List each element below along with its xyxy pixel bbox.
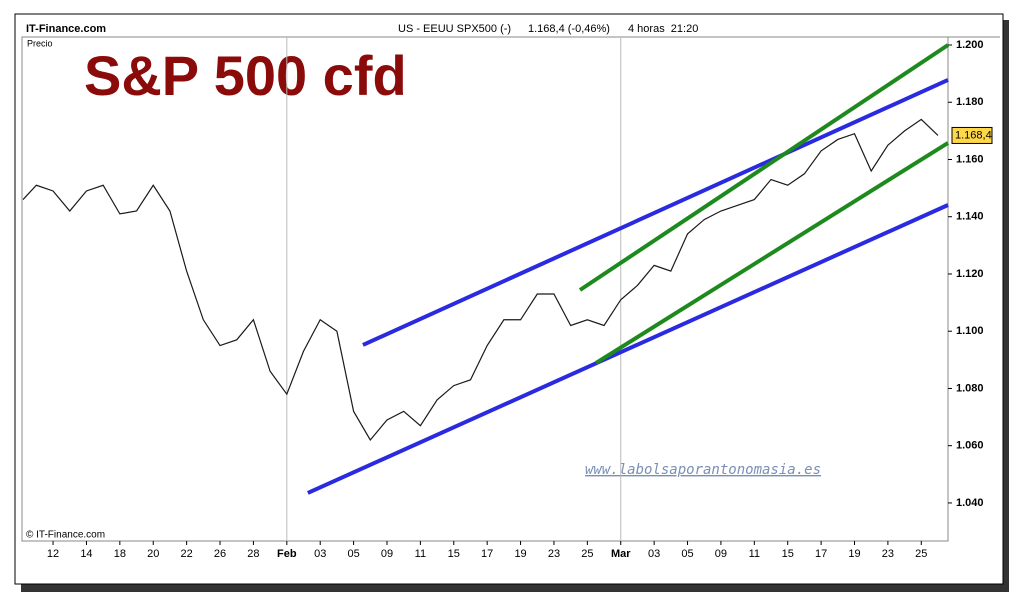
watermark: www.labolsaporantonomasia.es <box>585 462 821 478</box>
last-price-tag <box>951 126 993 144</box>
x-tick-label: 14 <box>80 548 92 560</box>
trend-line <box>307 203 949 495</box>
x-tick-label: Mar <box>611 548 631 560</box>
y-tick-label: 1.180 <box>956 96 984 108</box>
site: IT-Finance.com <box>26 23 106 35</box>
x-tick-label: 03 <box>648 548 660 560</box>
y-tick-label: 1.060 <box>956 440 984 452</box>
x-tick-label: 22 <box>181 548 193 560</box>
x-tick-label: 11 <box>749 548 760 560</box>
quote: 1.168,4 (-0,46%) <box>528 23 610 35</box>
y-tick-label: 1.120 <box>956 268 984 280</box>
y-tick-label: 1.040 <box>956 497 984 509</box>
y-tick-label: 1.140 <box>956 211 984 223</box>
instrument: US - EEUU SPX500 (-) <box>398 23 511 35</box>
x-tick-label: 19 <box>514 548 526 560</box>
period: 4 horas 21:20 <box>628 23 698 35</box>
x-tick-label: 23 <box>882 548 894 560</box>
x-tick-label: 09 <box>381 548 393 560</box>
y-tick-label: 1.160 <box>956 153 984 165</box>
price-line <box>22 118 939 442</box>
x-tick-label: 17 <box>481 548 493 560</box>
trend-line <box>594 141 950 365</box>
x-tick-label: 20 <box>147 548 159 560</box>
last-price-label: 1.168,4 <box>955 129 992 141</box>
x-tick-label: 25 <box>581 548 593 560</box>
x-tick-label: 03 <box>314 548 326 560</box>
x-tick-label: 15 <box>782 548 794 560</box>
y-tick-label: 1.100 <box>956 325 984 337</box>
x-tick-label: 12 <box>47 548 59 560</box>
trend-line <box>362 78 949 347</box>
x-tick-label: 11 <box>415 548 426 560</box>
x-tick-label: Feb <box>277 548 297 560</box>
trend-line <box>578 43 950 292</box>
x-tick-label: 23 <box>548 548 560 560</box>
x-tick-label: 17 <box>815 548 827 560</box>
copyright: © IT-Finance.com <box>26 530 105 541</box>
x-tick-label: 05 <box>347 548 359 560</box>
x-tick-label: 19 <box>848 548 860 560</box>
x-tick-label: 18 <box>114 548 126 560</box>
x-tick-label: 15 <box>448 548 460 560</box>
y-label: Precio <box>27 38 53 48</box>
x-tick-label: 28 <box>247 548 259 560</box>
x-tick-label: 09 <box>715 548 727 560</box>
title: S&P 500 cfd <box>84 44 407 107</box>
x-tick-label: 25 <box>915 548 927 560</box>
y-tick-label: 1.080 <box>956 382 984 394</box>
x-tick-label: 05 <box>681 548 693 560</box>
y-tick-label: 1.200 <box>956 39 984 51</box>
x-tick-label: 26 <box>214 548 226 560</box>
